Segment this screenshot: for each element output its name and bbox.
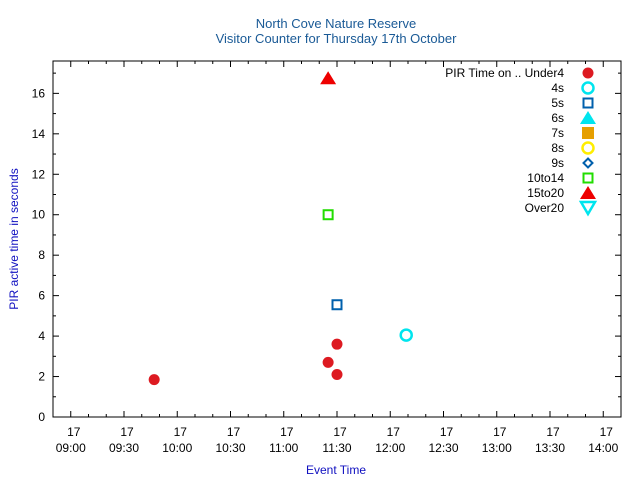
y-tick-label: 0 — [38, 410, 45, 424]
x-tick-day: 17 — [493, 425, 507, 439]
data-point-series-0 — [322, 356, 334, 368]
chart-title: North Cove Nature Reserve — [256, 16, 416, 31]
x-tick-time: 14:00 — [588, 441, 618, 455]
y-axis-label: PIR active time in seconds — [7, 168, 21, 309]
y-tick-label: 10 — [32, 208, 46, 222]
x-tick-day: 17 — [174, 425, 188, 439]
x-tick-day: 17 — [67, 425, 81, 439]
x-tick-time: 13:30 — [535, 441, 565, 455]
y-tick-label: 16 — [32, 86, 46, 100]
x-axis-label: Event Time — [306, 463, 366, 477]
legend-label: PIR Time on .. Under4 — [445, 66, 564, 80]
legend-marker — [580, 186, 596, 199]
legend-marker — [582, 172, 594, 184]
legend-label: Over20 — [525, 201, 565, 215]
x-tick-day: 17 — [440, 425, 454, 439]
x-axis: 17 09:00 17 09:30 17 10:00 17 10:30 17 11:00 17 11:… — [52, 61, 622, 455]
x-tick-time: 09:30 — [109, 441, 139, 455]
data-point-series-0 — [148, 374, 160, 386]
y-tick-label: 2 — [38, 370, 45, 384]
x-tick-time: 13:00 — [482, 441, 512, 455]
legend-marker — [582, 97, 594, 109]
legend-marker — [582, 67, 594, 79]
y-tick-label: 4 — [38, 329, 45, 343]
data-point-series-8 — [320, 71, 337, 85]
y-axis: 0 2 4 6 8 10 12 14 16 — [32, 72, 621, 424]
x-tick-time: 10:00 — [162, 441, 192, 455]
chart-subtitle: Visitor Counter for Thursday 17th Octobe… — [216, 31, 458, 46]
legend-marker — [580, 111, 596, 124]
data-point-series-2 — [331, 299, 343, 311]
legend-label: 9s — [551, 156, 564, 170]
data-point-series-0 — [331, 338, 343, 350]
x-tick-day: 17 — [227, 425, 241, 439]
legend-label: 4s — [551, 81, 564, 95]
x-tick-day: 17 — [333, 425, 347, 439]
x-tick-day: 17 — [600, 425, 614, 439]
legend-label: 6s — [551, 111, 564, 125]
data-point-series-1 — [399, 328, 413, 342]
x-tick-time: 11:00 — [269, 441, 298, 455]
y-tick-label: 8 — [38, 248, 45, 262]
legend-marker — [582, 127, 594, 139]
data-point-series-7 — [322, 209, 334, 221]
legend-label: 5s — [551, 96, 564, 110]
legend-marker — [582, 157, 594, 169]
y-tick-label: 6 — [38, 289, 45, 303]
x-tick-time: 09:00 — [56, 441, 86, 455]
legend-marker — [578, 200, 598, 217]
data-points — [148, 71, 413, 386]
x-tick-time: 11:30 — [322, 441, 351, 455]
x-tick-day: 17 — [120, 425, 134, 439]
legend-label: 15to20 — [527, 186, 564, 200]
legend-marker — [581, 81, 595, 95]
plot-area-frame — [52, 60, 622, 418]
legend: PIR Time on .. Under44s5s6s7s8s9s10to141… — [445, 66, 598, 217]
x-tick-time: 12:00 — [375, 441, 405, 455]
y-tick-label: 14 — [32, 127, 46, 141]
x-tick-day: 17 — [280, 425, 294, 439]
x-tick-day: 17 — [387, 425, 401, 439]
x-tick-time: 12:30 — [428, 441, 458, 455]
x-tick-time: 10:30 — [215, 441, 245, 455]
x-tick-day: 17 — [546, 425, 560, 439]
y-tick-label: 12 — [32, 167, 46, 181]
legend-label: 10to14 — [527, 171, 564, 185]
legend-label: 8s — [551, 141, 564, 155]
legend-label: 7s — [551, 126, 564, 140]
data-point-series-0 — [331, 369, 343, 381]
legend-marker — [581, 141, 595, 155]
